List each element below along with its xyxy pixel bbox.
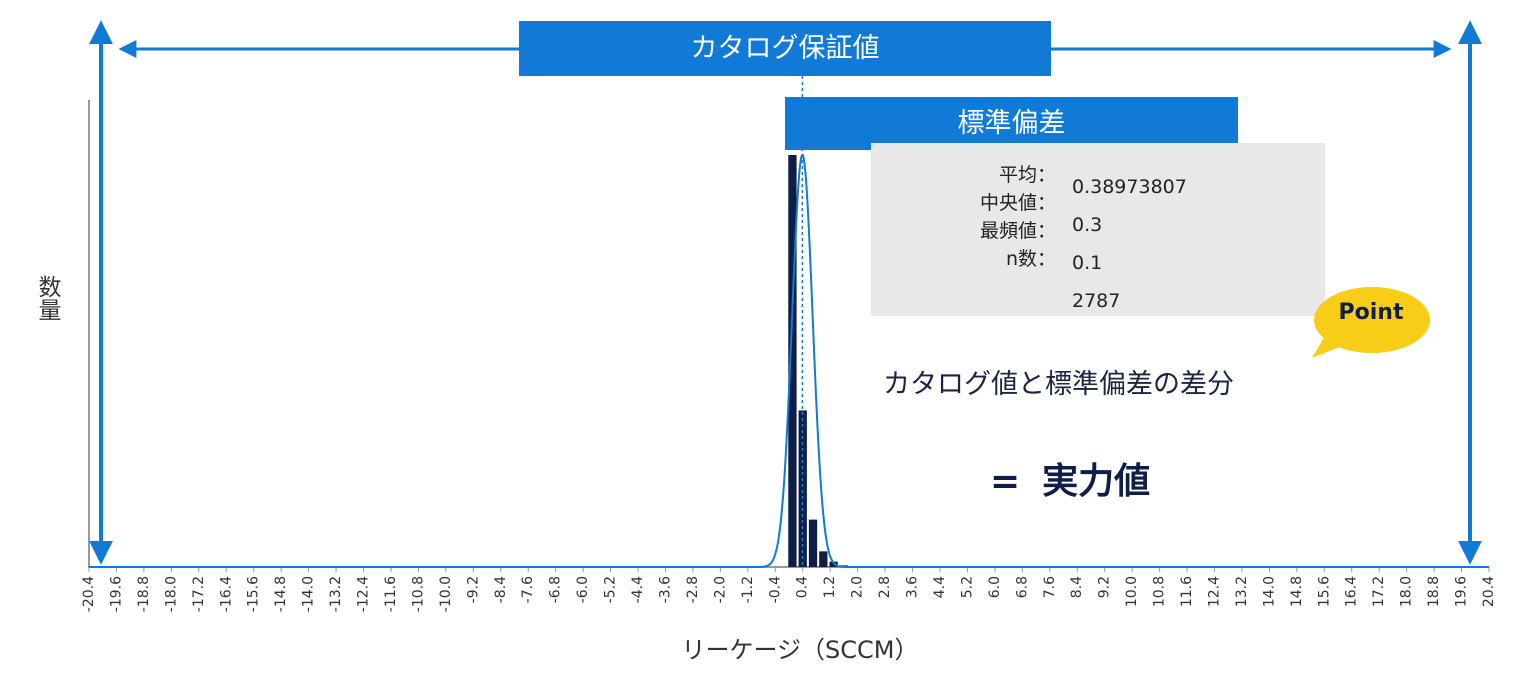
x-tick-label: 11.6 (1179, 576, 1195, 607)
x-tick-label: -14.0 (301, 576, 317, 612)
x-tick-label: -9.2 (465, 576, 481, 603)
x-tick-label: -19.6 (108, 576, 124, 612)
point-label: Point (1338, 300, 1404, 325)
stat-value-n: 2787 (1072, 290, 1121, 312)
stats-panel (871, 143, 1325, 316)
stat-label-mode: 最頻値： (979, 220, 1056, 242)
std-deviation-banner: 標準偏差 (785, 97, 1238, 150)
stat-label-n: n数： (1005, 248, 1056, 270)
x-tick-label: 5.2 (959, 576, 975, 598)
histogram-bar (788, 155, 797, 567)
x-tick-label: 2.0 (850, 576, 866, 598)
x-tick-label: -18.0 (163, 576, 179, 612)
x-tick-label: -6.0 (575, 576, 591, 603)
x-tick-label: -7.6 (520, 576, 536, 603)
fit-curve (89, 154, 1489, 568)
x-tick-label: -11.6 (383, 576, 399, 612)
stat-label-median: 中央値： (979, 192, 1056, 214)
stat-value-mode: 0.1 (1072, 252, 1103, 274)
x-tick-label: -6.8 (548, 576, 564, 603)
x-tick-label: 9.2 (1097, 576, 1113, 598)
x-axis-label: リーケージ（SCCM） (681, 636, 919, 664)
x-tick-label: 14.8 (1289, 576, 1305, 607)
x-tick-label: 10.0 (1124, 576, 1140, 607)
x-tick-label: -13.2 (328, 576, 344, 612)
x-tick-label: 7.6 (1042, 576, 1058, 598)
x-tick-label: -5.2 (603, 576, 619, 603)
result-equals: = (990, 461, 1021, 502)
x-tick-label: 6.0 (987, 576, 1003, 598)
stats-labels: 平均： 中央値： 最頻値： n数： (940, 161, 1056, 273)
x-tick-label: -20.4 (81, 576, 97, 612)
x-tick-label: -12.4 (356, 576, 372, 612)
x-tick-label: 19.6 (1454, 576, 1470, 607)
stat-value-mean: 0.38973807 (1072, 176, 1187, 198)
x-tick-label: -2.0 (712, 576, 728, 603)
x-tick-label: -2.8 (685, 576, 701, 603)
x-tick-label: -16.4 (218, 576, 234, 612)
x-tick-label: 1.2 (822, 576, 838, 598)
stat-label-mean: 平均： (998, 164, 1056, 186)
x-tick-label: 15.6 (1316, 576, 1332, 607)
x-tick-label: 12.4 (1206, 576, 1222, 607)
stat-value-median: 0.3 (1072, 214, 1103, 236)
x-tick-label: -0.4 (767, 576, 783, 603)
histogram-bar (808, 519, 818, 567)
difference-note: カタログ値と標準偏差の差分 (883, 369, 1234, 400)
histogram-bar (798, 410, 807, 567)
x-tick-label: 17.2 (1371, 576, 1387, 607)
y-axis-label: 数量 (34, 275, 60, 321)
point-bubble (1312, 287, 1430, 358)
x-tick-label: -1.2 (740, 576, 756, 603)
x-tick-label: 2.8 (877, 576, 893, 598)
x-tick-label: 6.8 (1014, 576, 1030, 598)
catalog-guarantee-banner: カタログ保証値 (519, 21, 1051, 76)
x-tick-label: -10.8 (410, 576, 426, 612)
result-value: 実力値 (1042, 461, 1151, 502)
x-tick-label: -8.4 (493, 576, 509, 603)
x-tick-label: 8.4 (1069, 576, 1085, 598)
result-line: = 実力値 (990, 452, 1150, 504)
x-tick-label: 0.4 (795, 576, 811, 598)
x-tick-label: 18.8 (1426, 576, 1442, 607)
x-tick-label: 14.0 (1261, 576, 1277, 607)
x-tick-label: -4.4 (630, 576, 646, 603)
stats-values: 0.38973807 0.3 0.1 2787 (1072, 168, 1187, 320)
x-tick-label: 4.4 (932, 576, 948, 598)
x-tick-label: 3.6 (905, 576, 921, 598)
x-tick-label: 16.4 (1344, 576, 1360, 607)
x-tick-label: -14.8 (273, 576, 289, 612)
x-tick-label: -10.0 (438, 576, 454, 612)
x-tick-label: 18.0 (1399, 576, 1415, 607)
x-tick-label: -15.6 (246, 576, 262, 612)
x-tick-label: 13.2 (1234, 576, 1250, 607)
x-tick-label: -3.6 (657, 576, 673, 603)
histogram-bar (819, 551, 828, 567)
x-tick-label: 20.4 (1481, 576, 1497, 607)
x-tick-label: -17.2 (191, 576, 207, 612)
x-tick-label: 10.8 (1152, 576, 1168, 607)
x-tick-label: -18.8 (136, 576, 152, 612)
